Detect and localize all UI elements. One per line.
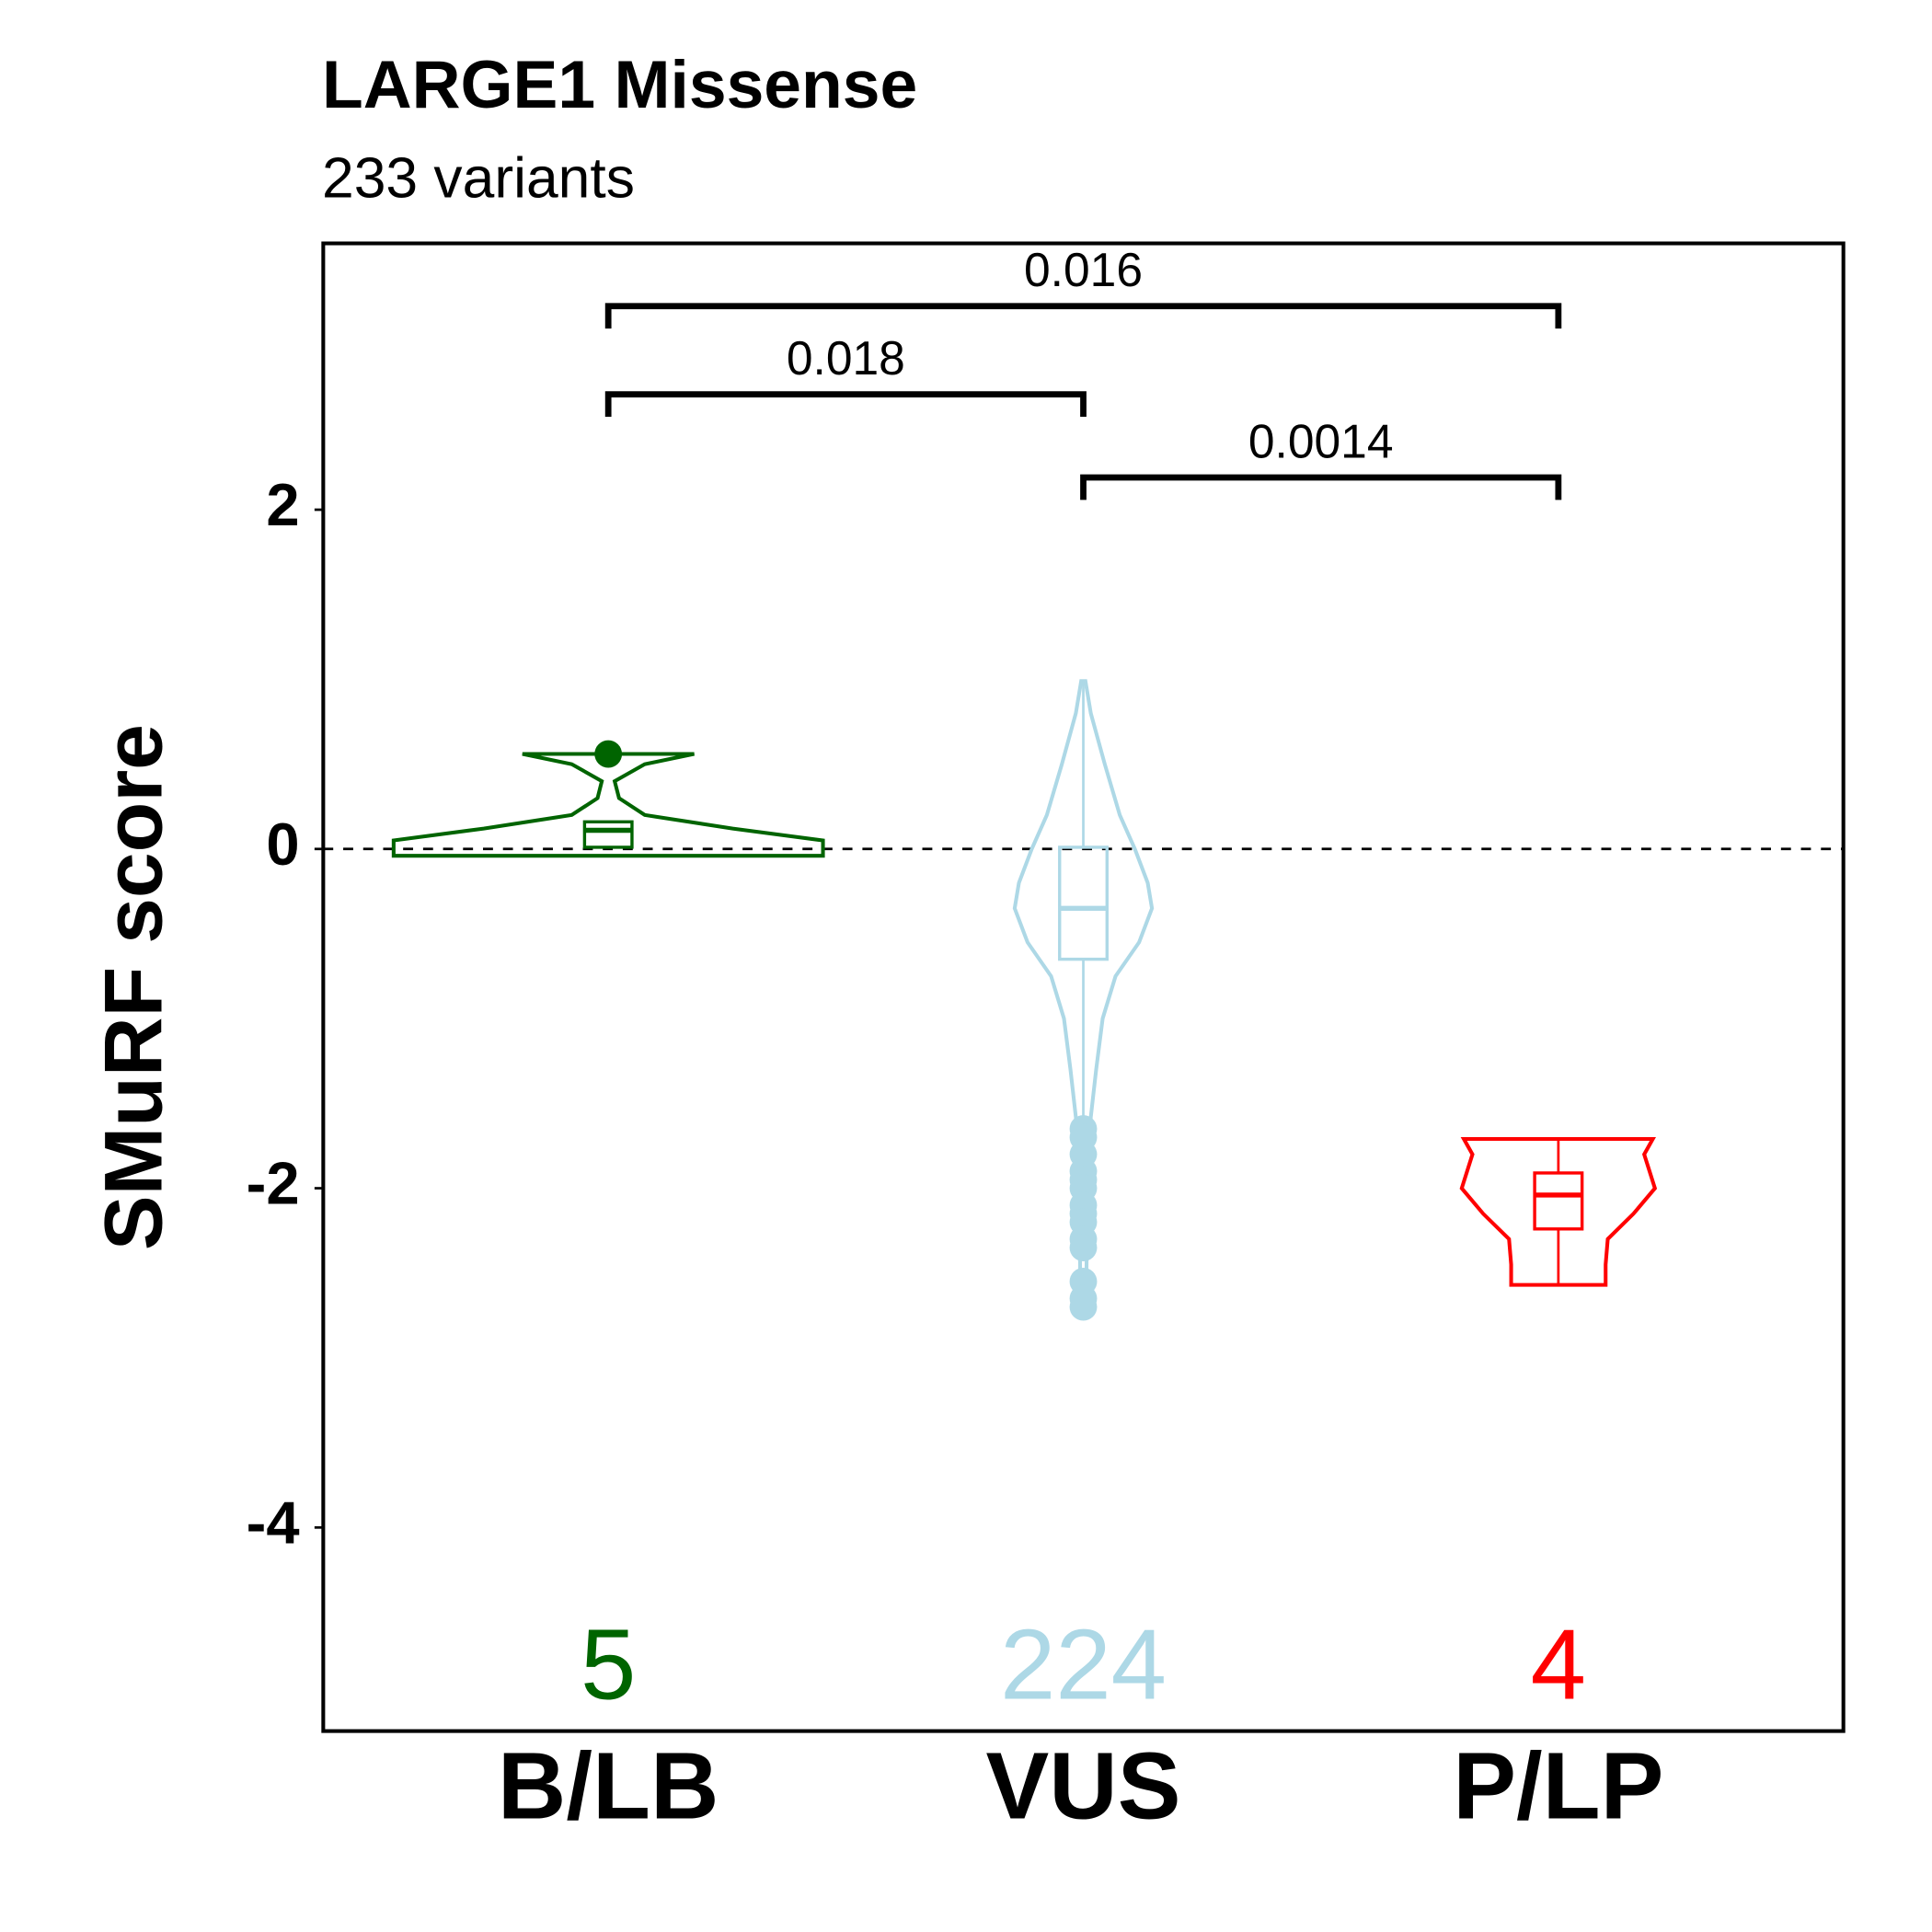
chart-subtitle: 233 variants — [322, 147, 635, 211]
box — [1533, 1171, 1584, 1231]
count-label: 224 — [1000, 1609, 1167, 1720]
y-tick-label: -4 — [247, 1489, 300, 1557]
x-tick-label: VUS — [986, 1733, 1181, 1839]
y-tick-label: 0 — [266, 811, 299, 878]
outlier — [1069, 1293, 1098, 1321]
violin — [391, 752, 825, 858]
y-tick-label: -2 — [247, 1150, 300, 1217]
chart-title: LARGE1 Missense — [322, 47, 917, 122]
x-tick-label: B/LB — [498, 1733, 719, 1839]
outlier — [594, 740, 623, 768]
count-label: 5 — [581, 1609, 636, 1720]
x-tick-label: P/LP — [1453, 1733, 1663, 1839]
violin — [1459, 1136, 1658, 1287]
significance-bracket — [604, 303, 1562, 329]
count-label: 4 — [1531, 1609, 1586, 1720]
p-value-label: 0.016 — [1024, 243, 1143, 296]
y-axis-label: SMuRF score — [87, 724, 179, 1250]
significance-bracket — [1080, 474, 1562, 500]
box — [582, 820, 634, 849]
y-tick-label: 2 — [266, 471, 299, 538]
outlier — [1069, 1234, 1098, 1262]
box — [1058, 845, 1109, 961]
p-value-label: 0.0014 — [1248, 414, 1394, 467]
significance-bracket — [604, 391, 1087, 418]
p-value-label: 0.018 — [787, 331, 905, 385]
plot-frame — [321, 241, 1846, 1733]
